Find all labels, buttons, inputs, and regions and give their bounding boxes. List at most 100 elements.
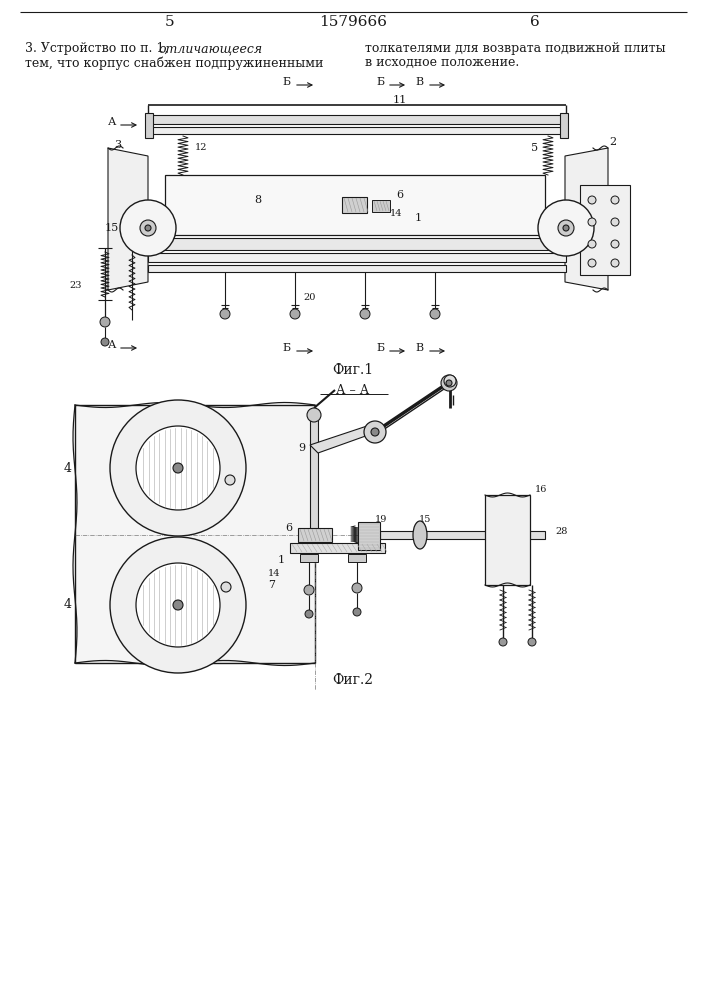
Bar [148,115,566,124]
Circle shape [225,475,235,485]
Bar [300,554,318,562]
Bar [148,253,566,262]
Text: 6: 6 [397,190,404,200]
Circle shape [110,400,246,536]
Circle shape [499,638,507,646]
Text: В: В [415,343,423,353]
Circle shape [588,259,596,267]
Text: Б: Б [282,77,290,87]
Circle shape [304,585,314,595]
Circle shape [145,225,151,231]
Circle shape [173,600,183,610]
Text: 15: 15 [596,223,610,233]
Text: Б: Б [376,343,384,353]
Text: 15: 15 [419,516,431,524]
Circle shape [353,608,361,616]
Polygon shape [565,148,608,290]
Circle shape [430,309,440,319]
Circle shape [100,317,110,327]
Bar [310,415,318,535]
Circle shape [173,463,183,473]
Text: 1: 1 [278,555,285,565]
Circle shape [611,196,619,204]
Circle shape [352,583,362,593]
Circle shape [221,582,231,592]
Text: 7: 7 [268,580,275,590]
Bar [145,113,153,138]
Text: А: А [107,117,116,127]
Bar [148,127,566,134]
Circle shape [120,200,176,256]
Circle shape [446,380,452,386]
Circle shape [441,375,457,391]
Text: 1579666: 1579666 [319,15,387,29]
Text: 16: 16 [535,486,547,494]
Bar [380,531,545,539]
Text: 20: 20 [303,294,315,302]
Text: Б: Б [376,77,384,87]
Circle shape [371,428,379,436]
Polygon shape [310,426,374,453]
Circle shape [528,638,536,646]
Bar [165,175,545,235]
Text: 11: 11 [393,95,407,105]
Circle shape [220,309,230,319]
Text: 15: 15 [105,223,119,233]
Circle shape [364,421,386,443]
Bar [358,522,380,550]
Bar [560,113,568,138]
Text: 19: 19 [375,514,387,524]
Circle shape [136,426,220,510]
Circle shape [563,225,569,231]
Bar [372,200,390,212]
Circle shape [558,220,574,236]
Text: 5: 5 [531,143,538,153]
Text: 1: 1 [414,213,421,223]
Polygon shape [108,148,148,290]
Text: 3. Устройство по п. 1,: 3. Устройство по п. 1, [25,42,168,55]
Text: толкателями для возврата подвижной плиты: толкателями для возврата подвижной плиты [365,42,665,55]
Text: Б: Б [282,343,290,353]
Circle shape [305,610,313,618]
Text: 5: 5 [165,15,175,29]
Ellipse shape [413,521,427,549]
Circle shape [360,309,370,319]
Text: Фиг.2: Фиг.2 [332,673,373,687]
Circle shape [611,218,619,226]
Text: тем, что корпус снабжен подпружиненными: тем, что корпус снабжен подпружиненными [25,56,323,70]
Text: А – А: А – А [337,383,370,396]
Text: Фиг.1: Фиг.1 [332,363,373,377]
Bar [580,185,630,275]
Circle shape [588,218,596,226]
Bar [348,554,366,562]
Text: 8: 8 [255,195,262,205]
Bar [148,238,566,250]
Text: 28: 28 [555,528,568,536]
Circle shape [588,240,596,248]
Text: 12: 12 [195,143,207,152]
Circle shape [588,196,596,204]
Circle shape [611,259,619,267]
Text: 4: 4 [64,462,72,475]
Circle shape [110,537,246,673]
Text: 6: 6 [530,15,540,29]
Circle shape [136,563,220,647]
Circle shape [538,200,594,256]
Text: 6: 6 [285,523,292,533]
Text: 3: 3 [115,140,122,150]
Text: В: В [415,77,423,87]
Text: 9: 9 [298,443,305,453]
Bar [485,495,530,585]
Text: А: А [107,340,116,350]
Circle shape [611,240,619,248]
Bar [298,528,332,542]
Circle shape [101,338,109,346]
Bar [290,543,385,553]
Circle shape [290,309,300,319]
Circle shape [307,408,321,422]
Text: 2: 2 [609,137,617,147]
Text: 23: 23 [69,280,82,290]
Text: в исходное положение.: в исходное положение. [365,56,519,69]
Text: 14: 14 [267,568,280,578]
Circle shape [444,375,456,387]
